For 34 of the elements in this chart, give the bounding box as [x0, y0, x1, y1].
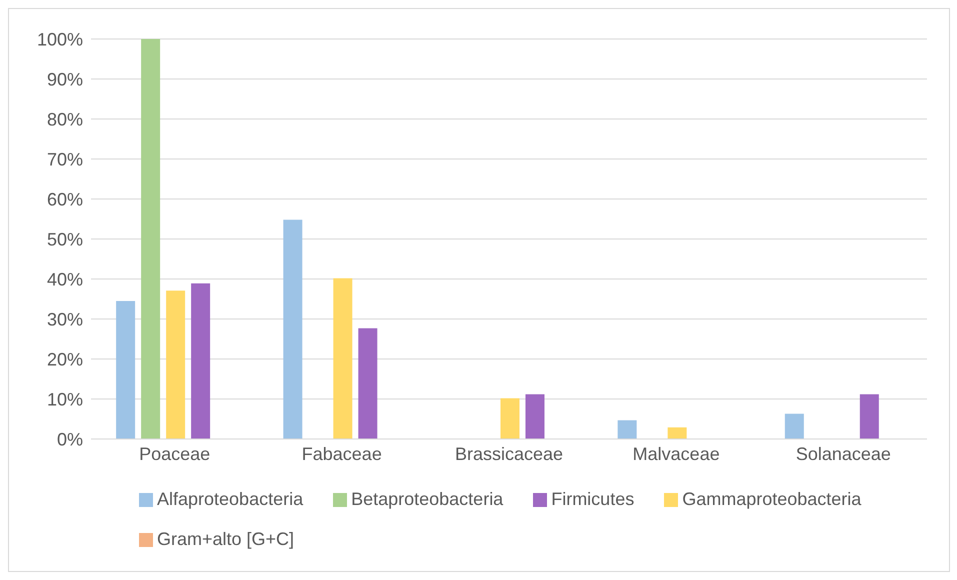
x-tick-label: Brassicaceae [454, 444, 564, 464]
y-tick-label: 40% [46, 269, 83, 290]
bar [191, 283, 210, 439]
bar [618, 420, 637, 439]
bar [283, 220, 302, 439]
x-tick-label: Fabaceae [302, 444, 382, 464]
legend-label: Betaproteobacteria [351, 489, 504, 509]
legend-label: Firmicutes [551, 489, 634, 509]
y-tick-label: 70% [46, 149, 83, 170]
bar [116, 301, 136, 439]
bar [860, 394, 879, 439]
x-tick-label: Poaceae [139, 444, 210, 464]
bar [166, 290, 186, 439]
bar [525, 394, 544, 439]
legend-label: Gram+alto [G+C] [157, 529, 294, 549]
y-tick-label: 100% [36, 29, 83, 50]
bar [141, 39, 160, 439]
bar [358, 328, 378, 439]
y-tick-label: 20% [46, 349, 83, 370]
bar [500, 398, 520, 439]
x-tick-label: Solanaceae [796, 444, 891, 464]
bar [333, 278, 352, 439]
y-tick-label: 50% [46, 229, 83, 250]
y-tick-label: 0% [56, 429, 83, 450]
x-tick-label: Malvaceae [632, 444, 720, 464]
y-tick-label: 60% [46, 189, 83, 210]
y-tick-label: 80% [46, 109, 83, 130]
legend-label: Gammaproteobacteria [682, 489, 862, 509]
bar [668, 427, 687, 439]
y-tick-label: 90% [46, 69, 83, 90]
bar [784, 414, 804, 439]
y-tick-label: 30% [46, 309, 83, 330]
y-tick-label: 10% [46, 389, 83, 410]
legend-label: Alfaproteobacteria [157, 489, 304, 509]
